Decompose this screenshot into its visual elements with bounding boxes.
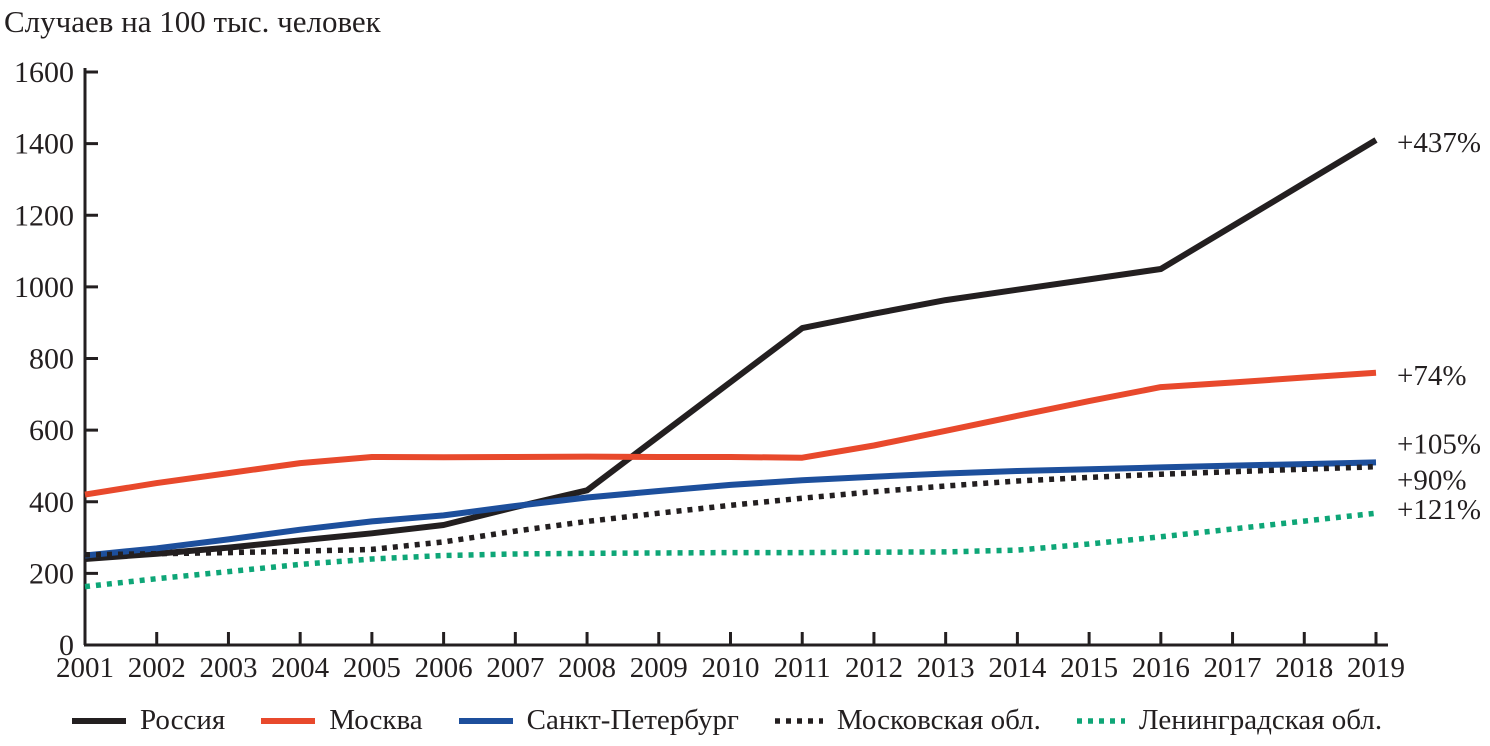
- x-tick-label: 2015: [1060, 652, 1118, 684]
- series-line-Москва: [84, 369, 1377, 498]
- legend-swatch-icon: [72, 717, 126, 724]
- annotation-Москва: +74%: [1397, 360, 1467, 392]
- y-tick-label: 1600: [14, 56, 74, 89]
- annotation-Московская обл.: +90%: [1397, 465, 1467, 497]
- legend-swatch-icon: [1076, 717, 1125, 724]
- x-tick-label: 2011: [774, 652, 831, 684]
- chart-legend: Россия Москва Санкт-Петербург Московская об…: [72, 706, 1472, 735]
- legend-item-Санкт-Петербург: Санкт-Петербург: [458, 704, 739, 736]
- y-tick-label: 400: [29, 486, 74, 519]
- legend-item-Ленинградская обл.: Ленинградская обл.: [1076, 704, 1383, 736]
- x-tick-label: 2009: [630, 652, 688, 684]
- y-axis-tick-labels: 0 200 400 600 800 1000 1200 1400 1600: [14, 56, 74, 662]
- legend-label: Россия: [140, 704, 226, 736]
- legend-item-Московская обл.: Московская обл.: [774, 704, 1041, 736]
- x-tick-label: 2006: [415, 652, 473, 684]
- legend-swatch-icon: [261, 717, 316, 724]
- legend-item-Россия: Россия: [72, 706, 225, 735]
- legend-label: Московская обл.: [836, 704, 1041, 736]
- x-tick-label: 2008: [558, 652, 616, 684]
- x-tick-label: 2004: [271, 652, 330, 684]
- legend-label: Санкт-Петербург: [526, 704, 739, 736]
- y-tick-label: 200: [29, 557, 74, 590]
- x-tick-label: 2013: [917, 652, 975, 684]
- legend-swatch-icon: [774, 717, 823, 724]
- x-tick-label: 2002: [128, 652, 186, 684]
- x-tick-label: 2012: [845, 652, 903, 684]
- legend-swatch-icon: [458, 717, 513, 724]
- series-line-Россия: [84, 137, 1378, 562]
- y-tick-label: 0: [59, 629, 74, 662]
- x-tick-label: 2016: [1132, 652, 1190, 684]
- x-tick-label: 2003: [199, 652, 257, 684]
- series-line-Ленинградская обл.: [84, 510, 1377, 590]
- legend-item-Москва: Москва: [261, 704, 423, 736]
- x-tick-label: 2001: [56, 652, 114, 684]
- y-tick-label: 1200: [14, 199, 74, 232]
- x-tick-label: 2018: [1275, 652, 1333, 684]
- annotation-Россия: +437%: [1397, 127, 1481, 159]
- annotation-Ленинградская обл.: +121%: [1397, 494, 1481, 526]
- x-tick-label: 2007: [486, 652, 544, 684]
- y-tick-label: 1400: [14, 128, 74, 161]
- x-tick-label: 2017: [1204, 652, 1262, 684]
- series-line-Санкт-Петербург: [84, 459, 1377, 559]
- y-tick-label: 1000: [14, 271, 74, 304]
- x-tick-label: 2019: [1347, 652, 1405, 684]
- legend-label: Москва: [329, 704, 423, 736]
- y-tick-label: 800: [29, 343, 74, 376]
- series-line-Московская обл.: [84, 463, 1377, 558]
- x-tick-label: 2010: [702, 652, 760, 684]
- y-tick-label: 600: [29, 414, 74, 447]
- annotation-Санкт-Петербург: +105%: [1397, 428, 1481, 460]
- chart-title: Случаев на 100 тыс. человек: [4, 4, 382, 39]
- series-lines: [84, 137, 1378, 590]
- x-tick-label: 2005: [343, 652, 401, 684]
- series-annotations: +437% +74% +105% +90%+121%: [1397, 127, 1481, 526]
- legend-label: Ленинградская обл.: [1138, 704, 1383, 736]
- x-axis-tick-labels: 2001 2002 2003 2004 2005 2006 2007 2008 2009 2010…: [56, 652, 1405, 684]
- x-tick-label: 2014: [988, 652, 1047, 684]
- axes: [83, 68, 1388, 647]
